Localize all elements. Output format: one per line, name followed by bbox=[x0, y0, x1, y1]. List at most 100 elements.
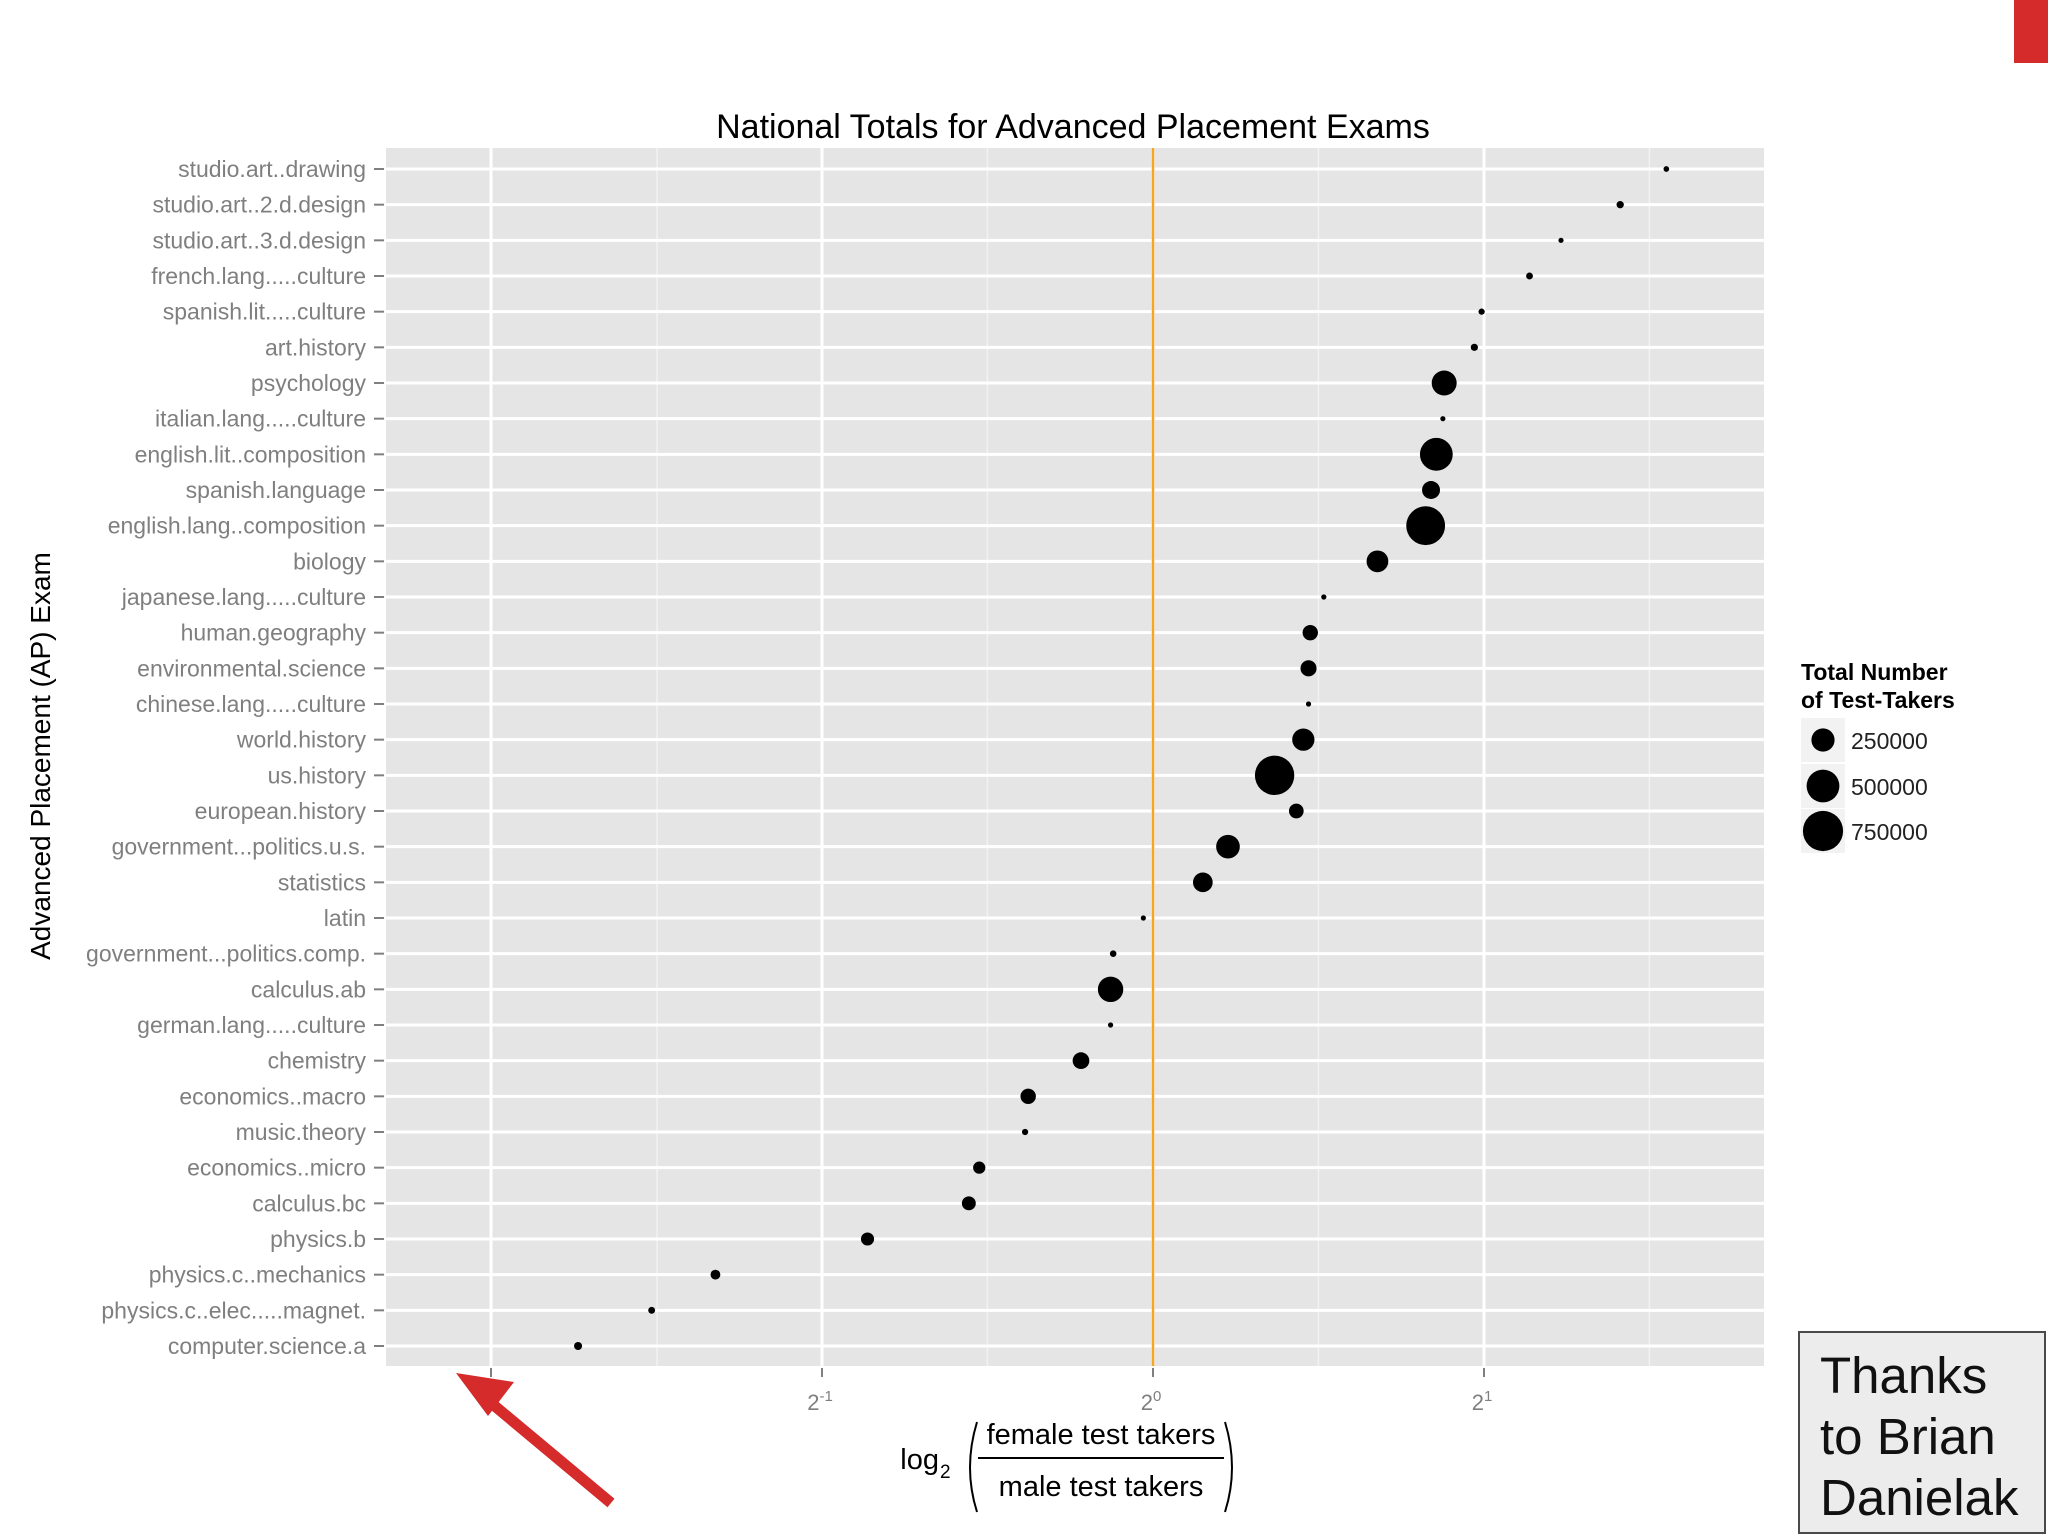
plot-panel-background bbox=[386, 148, 1764, 1366]
y-tick-label: english.lang..composition bbox=[108, 513, 366, 539]
data-point bbox=[1021, 1128, 1029, 1136]
data-point bbox=[1072, 1052, 1090, 1070]
y-tick-label: italian.lang.....culture bbox=[155, 406, 366, 432]
data-point bbox=[1300, 660, 1317, 677]
y-tick-label: psychology bbox=[251, 370, 367, 396]
data-point bbox=[1558, 237, 1564, 243]
y-tick-label: music.theory bbox=[236, 1119, 367, 1145]
y-tick-label: world.history bbox=[236, 727, 367, 753]
legend-title: of Test-Takers bbox=[1801, 687, 1955, 713]
data-point bbox=[1097, 976, 1124, 1003]
data-point bbox=[973, 1161, 986, 1174]
y-tick-label: latin bbox=[324, 905, 366, 931]
data-point bbox=[860, 1232, 875, 1246]
y-tick-label: statistics bbox=[278, 869, 366, 895]
arrow-head bbox=[456, 1373, 514, 1416]
y-tick-label: computer.science.a bbox=[168, 1333, 366, 1359]
y-tick-label: spanish.lit.....culture bbox=[163, 299, 366, 325]
data-point bbox=[1302, 624, 1318, 641]
y-axis-label: Advanced Placement (AP) Exam bbox=[25, 552, 56, 960]
x-axis-label: log 2 female test takers male test taker… bbox=[900, 1419, 1233, 1513]
y-tick-label: physics.b bbox=[270, 1226, 366, 1252]
x-axis-label-right-paren bbox=[1224, 1421, 1233, 1513]
y-tick-label: calculus.bc bbox=[252, 1190, 366, 1216]
data-point bbox=[1254, 755, 1295, 796]
y-tick-label: economics..micro bbox=[187, 1155, 366, 1181]
x-tick-label: 20 bbox=[1141, 1388, 1162, 1415]
legend-label: 250000 bbox=[1851, 728, 1928, 754]
legend-key-point bbox=[1806, 769, 1840, 803]
y-tick-label: english.lit..composition bbox=[135, 441, 366, 467]
data-point bbox=[574, 1341, 583, 1351]
pointer-arrow bbox=[456, 1373, 615, 1508]
x-axis-label-subscript: 2 bbox=[940, 1462, 951, 1483]
y-tick-label: japanese.lang.....culture bbox=[121, 584, 366, 610]
data-point bbox=[710, 1269, 721, 1280]
legend-key-point bbox=[1811, 728, 1835, 752]
y-tick-label: us.history bbox=[268, 762, 367, 788]
y-tick-label: studio.art..drawing bbox=[178, 156, 366, 182]
points-layer bbox=[574, 166, 1670, 1351]
data-point bbox=[1292, 728, 1315, 751]
x-axis-label-log: log bbox=[900, 1444, 939, 1476]
x-axis-label-denominator: male test takers bbox=[999, 1471, 1204, 1503]
y-tick-label: physics.c..mechanics bbox=[149, 1262, 366, 1288]
data-point bbox=[1478, 308, 1485, 315]
legend-key-point bbox=[1802, 810, 1844, 852]
plot-panel bbox=[386, 148, 1764, 1366]
data-point bbox=[1440, 416, 1446, 422]
y-tick-label: government...politics.comp. bbox=[86, 941, 366, 967]
x-tick-label: 2-1 bbox=[807, 1388, 833, 1415]
arrow-shaft bbox=[486, 1397, 615, 1508]
chart-title: National Totals for Advanced Placement E… bbox=[716, 108, 1430, 146]
data-point bbox=[1321, 594, 1327, 600]
x-axis-label-numerator: female test takers bbox=[987, 1419, 1216, 1451]
y-tick-label: chinese.lang.....culture bbox=[136, 691, 366, 717]
data-point bbox=[1109, 950, 1117, 957]
y-tick-label: studio.art..3.d.design bbox=[152, 227, 366, 253]
legend-label: 750000 bbox=[1851, 819, 1928, 845]
y-tick-label: european.history bbox=[195, 798, 367, 824]
data-point bbox=[1107, 1022, 1114, 1028]
data-point bbox=[1663, 166, 1670, 172]
x-tick-labels: 2-1 20 21 bbox=[490, 1368, 1493, 1415]
data-point bbox=[1366, 550, 1389, 573]
y-tick-label: economics..macro bbox=[179, 1083, 366, 1109]
y-tick-label: spanish.language bbox=[186, 477, 366, 503]
y-tick-label: human.geography bbox=[181, 620, 367, 646]
y-tick-label: chemistry bbox=[268, 1048, 367, 1074]
acknowledgement-box: Thanks to Brian Danielak bbox=[1798, 1331, 2046, 1534]
legend-label: 500000 bbox=[1851, 774, 1928, 800]
data-point bbox=[1192, 872, 1213, 893]
y-tick-label: french.lang.....culture bbox=[151, 263, 366, 289]
y-tick-labels: studio.art..drawing studio.art..2.d.desig… bbox=[86, 156, 384, 1359]
data-point bbox=[1406, 506, 1446, 546]
data-point bbox=[1288, 803, 1304, 819]
data-point bbox=[1526, 272, 1533, 280]
data-point bbox=[1305, 701, 1312, 707]
legend-title: Total Number bbox=[1801, 659, 1948, 685]
y-tick-label: german.lang.....culture bbox=[137, 1012, 366, 1038]
y-tick-label: physics.c..elec.....magnet. bbox=[101, 1297, 366, 1323]
acknowledgement-text: Thanks to Brian Danielak bbox=[1820, 1347, 2019, 1526]
y-tick-label: biology bbox=[293, 548, 366, 574]
data-point bbox=[1140, 915, 1146, 921]
y-tick-label: government...politics.u.s. bbox=[112, 834, 366, 860]
y-tick-label: art.history bbox=[265, 334, 366, 360]
data-point bbox=[1020, 1088, 1036, 1105]
slide-accent-bar bbox=[2014, 0, 2048, 63]
y-tick-label: calculus.ab bbox=[251, 976, 366, 1002]
y-tick-label: environmental.science bbox=[137, 655, 366, 681]
data-point bbox=[1422, 481, 1441, 499]
data-point bbox=[1419, 437, 1453, 471]
data-point bbox=[1216, 834, 1240, 859]
data-point bbox=[1431, 370, 1457, 396]
data-point bbox=[1470, 343, 1478, 351]
data-point bbox=[648, 1306, 656, 1314]
data-point bbox=[1616, 200, 1624, 209]
x-axis-label-left-paren bbox=[969, 1421, 978, 1513]
y-tick-label: studio.art..2.d.design bbox=[152, 192, 366, 218]
x-tick-label: 21 bbox=[1472, 1388, 1493, 1415]
